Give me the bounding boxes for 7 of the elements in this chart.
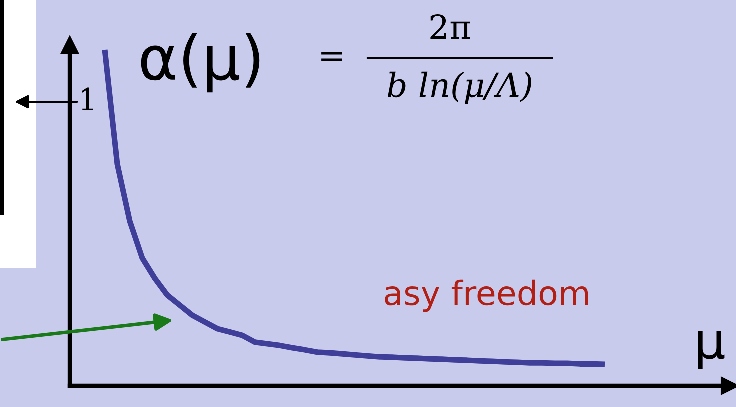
text: 2π xyxy=(430,14,470,40)
annotation: asy freedom xyxy=(385,280,588,312)
annotation: b ln(μ/Λ) xyxy=(388,72,532,104)
annotation: = xyxy=(322,52,342,62)
y-axis-title: α(μ) xyxy=(141,33,260,93)
x-axis-title: μ xyxy=(698,331,725,370)
text: 1 xyxy=(82,88,94,110)
